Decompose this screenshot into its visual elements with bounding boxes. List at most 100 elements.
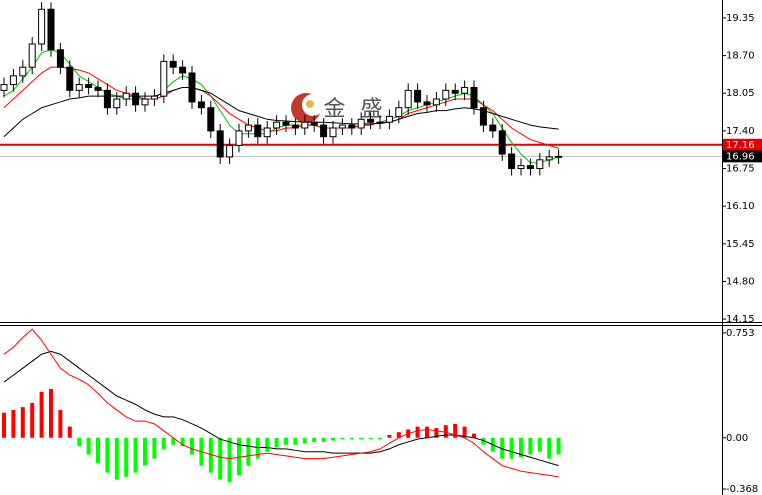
- histogram-bar: [67, 426, 72, 438]
- candle-body: [526, 165, 534, 170]
- candle-body: [235, 130, 243, 146]
- logo: [291, 93, 324, 123]
- y-tick-label: 0.00: [726, 433, 748, 444]
- histogram-bar: [396, 432, 401, 438]
- candle-body: [291, 124, 299, 129]
- y-tick-label: 14.15: [726, 314, 755, 325]
- histogram-bar: [11, 409, 16, 438]
- histogram-bar: [331, 437, 335, 441]
- candle-body: [273, 121, 281, 129]
- candle-body: [479, 107, 487, 126]
- y-tick-label: 15.45: [726, 239, 755, 250]
- histogram-bar: [349, 437, 354, 440]
- indicator-line: [3, 86, 559, 138]
- candle-body: [357, 118, 365, 129]
- histogram-bar: [2, 412, 6, 438]
- histogram-bar: [227, 437, 232, 483]
- y-tick-label: 16.10: [726, 201, 755, 212]
- candle-body: [197, 101, 205, 109]
- histogram-bar: [143, 437, 147, 466]
- histogram-bar: [171, 437, 176, 445]
- candle-body: [432, 98, 440, 106]
- candle-body: [169, 60, 177, 68]
- price-label: 17.16: [726, 140, 755, 151]
- y-tick-label: 17.40: [726, 126, 755, 137]
- histogram-bar: [528, 437, 533, 455]
- candle-body: [254, 124, 262, 138]
- candle-body: [103, 89, 111, 109]
- y-tick-label: 14.80: [726, 276, 755, 287]
- candle-body: [85, 84, 93, 88]
- candle-body: [66, 66, 74, 91]
- candle-body: [122, 92, 130, 100]
- histogram-bar: [462, 426, 467, 438]
- histogram-bar: [114, 437, 119, 480]
- candle-body: [9, 75, 17, 86]
- price-label-box: [723, 138, 762, 151]
- histogram-bar: [509, 437, 514, 459]
- watermark: 金 盛: [324, 97, 387, 122]
- candle-body: [160, 60, 168, 97]
- price-label-box: [723, 150, 762, 163]
- histogram-bar: [39, 391, 44, 438]
- candle-body: [244, 124, 252, 132]
- candle-body: [367, 118, 375, 123]
- candle-body: [216, 130, 224, 158]
- candle-body: [404, 89, 412, 109]
- histogram-bar: [378, 437, 382, 440]
- candle-body: [376, 121, 384, 124]
- candle-body: [461, 86, 469, 94]
- candle-body: [498, 130, 506, 155]
- histogram-bar: [547, 437, 552, 459]
- candle-body: [508, 153, 516, 170]
- y-tick-label: 18.70: [726, 51, 755, 62]
- candle-body: [536, 159, 544, 170]
- y-tick-label: -0.368: [726, 484, 758, 495]
- histogram-bar: [425, 426, 429, 438]
- candle-body: [179, 66, 187, 74]
- candle-body: [329, 127, 337, 138]
- histogram-bar: [293, 437, 298, 445]
- candle-body: [301, 121, 309, 129]
- histogram-bar: [49, 389, 53, 438]
- histogram-bar: [312, 437, 317, 442]
- candle-body: [414, 89, 422, 103]
- histogram-bar: [208, 437, 213, 473]
- candle-body: [28, 43, 36, 68]
- candle-body: [207, 107, 215, 132]
- y-tick-label: 18.05: [726, 88, 755, 99]
- y-tick-label: 0.753: [726, 328, 755, 339]
- indicator-line: [3, 66, 559, 149]
- candle-body: [150, 95, 158, 100]
- histogram-bar: [255, 437, 260, 459]
- histogram-bar: [265, 437, 270, 452]
- histogram-bar: [368, 437, 373, 440]
- candle-body: [555, 155, 563, 158]
- candle-body: [47, 8, 55, 51]
- candle-body: [451, 89, 459, 94]
- candle-body: [0, 84, 8, 91]
- histogram-bar: [96, 437, 100, 463]
- candle-body: [188, 72, 196, 103]
- candle-body: [338, 124, 346, 129]
- histogram-bar: [321, 437, 326, 442]
- histogram-bar: [30, 402, 35, 438]
- indicator-line: [3, 328, 559, 478]
- candle-body: [517, 165, 525, 170]
- histogram-bar: [58, 409, 63, 438]
- histogram-bar: [246, 437, 251, 466]
- candle-body: [141, 98, 149, 106]
- histogram-bar: [434, 428, 439, 438]
- histogram-bar: [359, 437, 364, 440]
- price-label: 16.96: [726, 151, 755, 162]
- candle-body: [75, 84, 83, 91]
- y-tick-label: 19.35: [726, 13, 755, 24]
- histogram-bar: [133, 437, 138, 473]
- candle-body: [348, 124, 356, 129]
- candle-body: [442, 89, 450, 100]
- candle-body: [132, 92, 140, 106]
- candle-body: [545, 156, 553, 161]
- histogram-bar: [124, 437, 129, 477]
- candle-body: [395, 107, 403, 117]
